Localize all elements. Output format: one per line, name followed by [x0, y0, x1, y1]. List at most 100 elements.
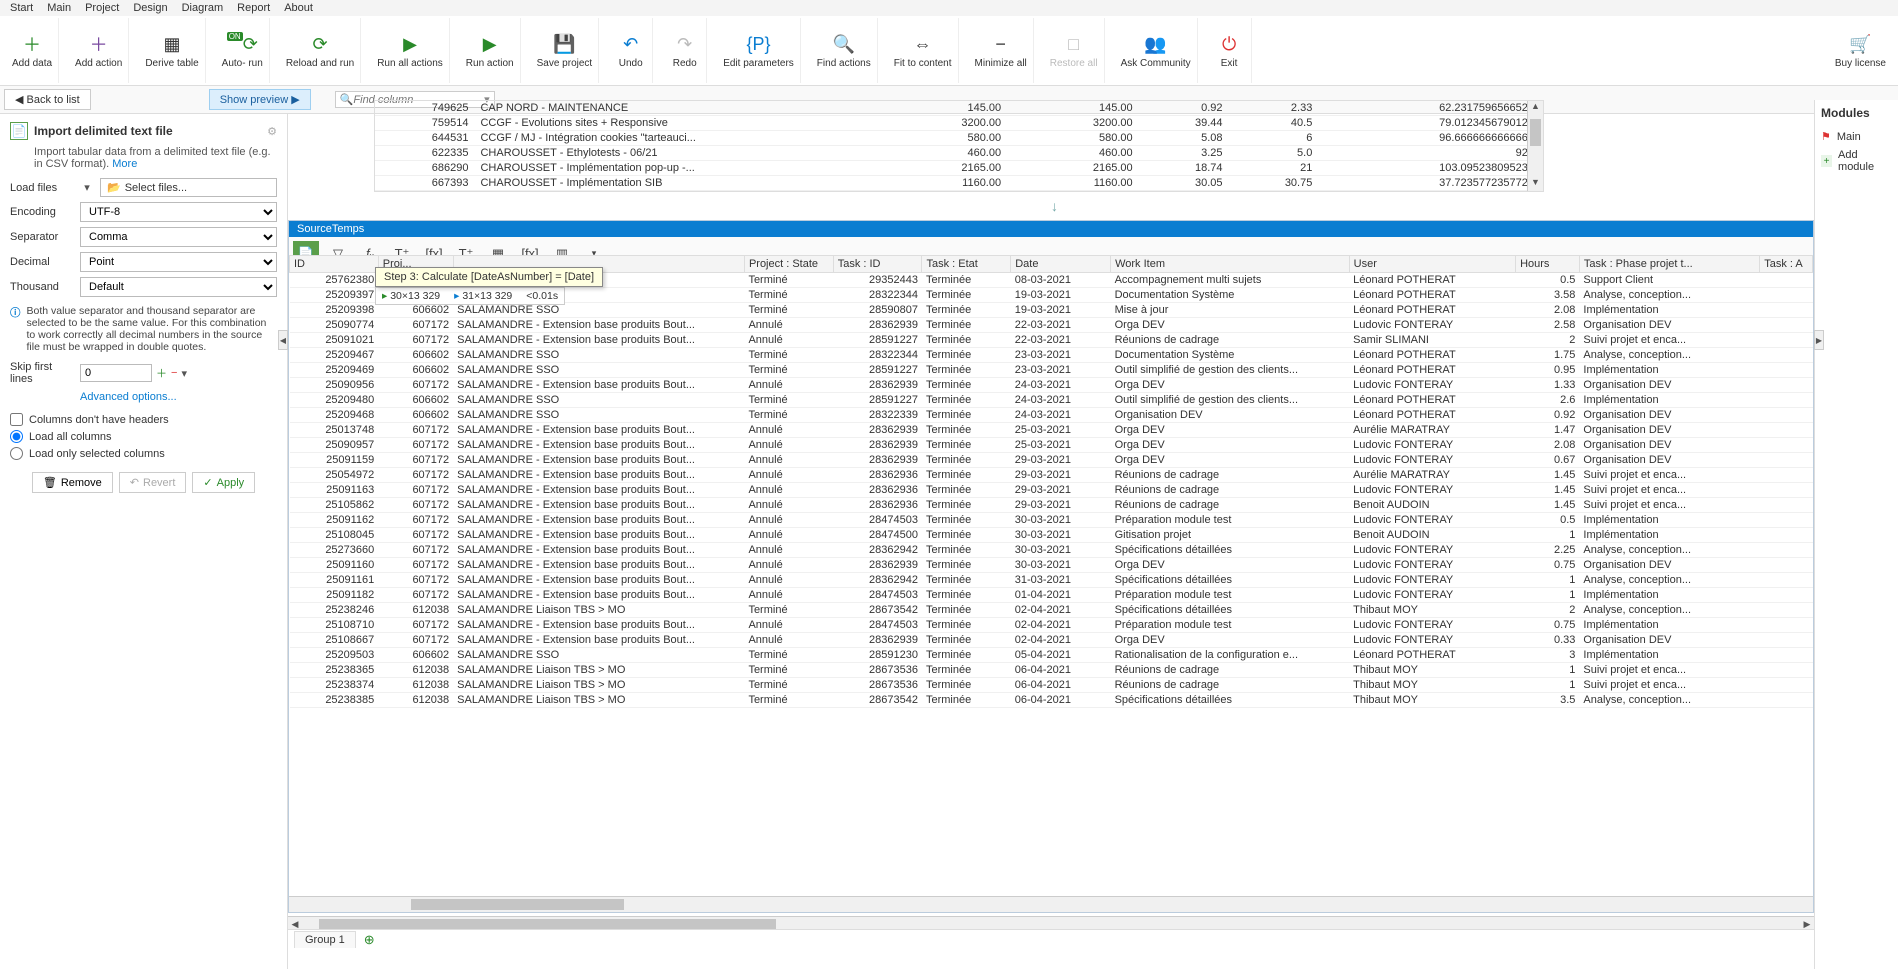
table-row[interactable]: 25091182607172SALAMANDRE - Extension bas…	[290, 588, 1813, 603]
module-main[interactable]: ⚑Main	[1821, 130, 1892, 143]
ribbon-redo[interactable]: ↷Redo	[663, 18, 707, 83]
ribbon-save-project[interactable]: 💾Save project	[531, 18, 600, 83]
select-files-button[interactable]: 📂 Select files...	[100, 178, 277, 197]
menu-design[interactable]: Design	[133, 2, 167, 14]
table-row[interactable]: 25090774607172SALAMANDRE - Extension bas…	[290, 318, 1813, 333]
table-row[interactable]: 25091161607172SALAMANDRE - Extension bas…	[290, 573, 1813, 588]
ribbon-find-actions[interactable]: 🔍Find actions	[811, 18, 878, 83]
collapse-left-icon[interactable]: ◀	[278, 330, 288, 350]
table-row[interactable]: 25273660607172SALAMANDRE - Extension bas…	[290, 543, 1813, 558]
table-row[interactable]: 25054972607172SALAMANDRE - Extension bas…	[290, 468, 1813, 483]
table-row[interactable]: 667393CHAROUSSET - Implémentation SIB116…	[375, 176, 1543, 191]
plus-icon[interactable]: ＋	[156, 365, 167, 381]
ribbon-minimize-all[interactable]: −Minimize all	[969, 18, 1034, 83]
column-header[interactable]: ID	[290, 256, 379, 273]
vertical-scrollbar[interactable]: ▲ ▼	[1527, 101, 1543, 191]
thousand-select[interactable]: Default	[80, 277, 277, 297]
column-header[interactable]: User	[1349, 256, 1515, 273]
load-selected-radio[interactable]	[10, 447, 23, 460]
skip-input[interactable]	[80, 364, 152, 382]
table-row[interactable]: 25238246612038SALAMANDRE Liaison TBS > M…	[290, 603, 1813, 618]
group-tab[interactable]: Group 1	[294, 931, 356, 948]
ribbon-run-action[interactable]: ▶Run action	[460, 18, 521, 83]
advanced-options-link[interactable]: Advanced options...	[80, 391, 277, 403]
table-row[interactable]: 25091163607172SALAMANDRE - Extension bas…	[290, 483, 1813, 498]
menu-project[interactable]: Project	[85, 2, 119, 14]
scroll-thumb[interactable]	[1530, 119, 1541, 146]
ribbon-undo[interactable]: ↶Undo	[609, 18, 653, 83]
decimal-select[interactable]: Point	[80, 252, 277, 272]
table-row[interactable]: 759514CCGF - Evolutions sites + Responsi…	[375, 116, 1543, 131]
ribbon-add-action[interactable]: ＋Add action	[69, 18, 129, 83]
apply-button[interactable]: ✓ Apply	[192, 472, 255, 493]
ribbon-run-all-actions[interactable]: ▶Run all actions	[371, 18, 450, 83]
menu-diagram[interactable]: Diagram	[182, 2, 224, 14]
no-headers-checkbox[interactable]	[10, 413, 23, 426]
chevron-down-icon[interactable]: ▾	[181, 367, 187, 380]
table-row[interactable]: 25238385612038SALAMANDRE Liaison TBS > M…	[290, 693, 1813, 708]
menu-main[interactable]: Main	[47, 2, 71, 14]
table-row[interactable]: 25108710607172SALAMANDRE - Extension bas…	[290, 618, 1813, 633]
scroll-thumb[interactable]	[319, 919, 777, 929]
add-group-icon[interactable]: ⊕	[360, 932, 379, 948]
column-header[interactable]: Task : Phase projet t...	[1579, 256, 1759, 273]
table-row[interactable]: 25238374612038SALAMANDRE Liaison TBS > M…	[290, 678, 1813, 693]
table-row[interactable]: 25091159607172SALAMANDRE - Extension bas…	[290, 453, 1813, 468]
collapse-right-icon[interactable]: ▶	[1814, 330, 1824, 350]
column-header[interactable]: Hours	[1516, 256, 1580, 273]
separator-select[interactable]: Comma	[80, 227, 277, 247]
table-row[interactable]: 25209480606602SALAMANDRE SSOTerminé28591…	[290, 393, 1813, 408]
ribbon-buy-license[interactable]: 🛒Buy license	[1829, 18, 1892, 83]
scroll-down-icon[interactable]: ▼	[1528, 177, 1543, 191]
table-row[interactable]: 25091162607172SALAMANDRE - Extension bas…	[290, 513, 1813, 528]
table-row[interactable]: 25108667607172SALAMANDRE - Extension bas…	[290, 633, 1813, 648]
ribbon-exit[interactable]: ⏻Exit	[1208, 18, 1252, 83]
column-header[interactable]: Date	[1011, 256, 1111, 273]
grid-scroll[interactable]: IDProj...Project : StateTask : IDTask : …	[289, 255, 1813, 896]
table-row[interactable]: 622335CHAROUSSET - Ethylotests - 06/2146…	[375, 146, 1543, 161]
ribbon-derive-table[interactable]: ▦Derive table	[139, 18, 205, 83]
remove-button[interactable]: 🗑 Remove	[32, 472, 113, 493]
horizontal-scrollbar[interactable]	[289, 896, 1813, 912]
table-row[interactable]: 644531CCGF / MJ - Intégration cookies "t…	[375, 131, 1543, 146]
add-module-button[interactable]: +Add module	[1821, 149, 1892, 173]
back-button[interactable]: ◀ Back to list	[4, 89, 91, 110]
ribbon-ask-community[interactable]: 👥Ask Community	[1115, 18, 1198, 83]
ribbon-edit-parameters[interactable]: {P}Edit parameters	[717, 18, 801, 83]
ribbon-add-data[interactable]: ＋Add data	[6, 18, 59, 83]
ribbon-reload-and-run[interactable]: ⟳Reload and run	[280, 18, 361, 83]
more-link[interactable]: More	[112, 158, 137, 170]
table-row[interactable]: 25105862607172SALAMANDRE - Extension bas…	[290, 498, 1813, 513]
menu-report[interactable]: Report	[237, 2, 270, 14]
table-row[interactable]: 25090957607172SALAMANDRE - Extension bas…	[290, 438, 1813, 453]
menu-about[interactable]: About	[284, 2, 313, 14]
table-row[interactable]: 25013748607172SALAMANDRE - Extension bas…	[290, 423, 1813, 438]
table-row[interactable]: 25091160607172SALAMANDRE - Extension bas…	[290, 558, 1813, 573]
table-row[interactable]: 25091021607172SALAMANDRE - Extension bas…	[290, 333, 1813, 348]
column-header[interactable]: Task : A	[1760, 256, 1813, 273]
table-row[interactable]: 25108045607172SALAMANDRE - Extension bas…	[290, 528, 1813, 543]
table-row[interactable]: 25090956607172SALAMANDRE - Extension bas…	[290, 378, 1813, 393]
table-row[interactable]: 25238365612038SALAMANDRE Liaison TBS > M…	[290, 663, 1813, 678]
table-row[interactable]: 25209503606602SALAMANDRE SSOTerminé28591…	[290, 648, 1813, 663]
scroll-up-icon[interactable]: ▲	[1528, 101, 1543, 115]
scroll-thumb[interactable]	[411, 899, 624, 910]
table-row[interactable]: 686290CHAROUSSET - Implémentation pop-up…	[375, 161, 1543, 176]
load-all-radio[interactable]	[10, 430, 23, 443]
minus-icon[interactable]: −	[171, 367, 177, 379]
gear-icon[interactable]: ⚙	[267, 125, 277, 138]
encoding-select[interactable]: UTF-8	[80, 202, 277, 222]
table-row[interactable]: 25209469606602SALAMANDRE SSOTerminé28591…	[290, 363, 1813, 378]
ribbon-auto-run[interactable]: ON⟳Auto- run	[216, 18, 270, 83]
chevron-down-icon[interactable]: ▾	[80, 181, 94, 194]
column-header[interactable]: Task : ID	[833, 256, 922, 273]
table-row[interactable]: 25209467606602SALAMANDRE SSOTerminé28322…	[290, 348, 1813, 363]
revert-button[interactable]: ↶ Revert	[119, 472, 187, 493]
column-header[interactable]: Task : Etat	[922, 256, 1011, 273]
column-header[interactable]: Project : State	[744, 256, 833, 273]
ribbon-fit-to-content[interactable]: ⇔Fit to content	[888, 18, 959, 83]
table-row[interactable]: 25209468606602SALAMANDRE SSOTerminé28322…	[290, 408, 1813, 423]
table-row[interactable]: 749625CAP NORD - MAINTENANCE145.00145.00…	[375, 101, 1543, 116]
menu-start[interactable]: Start	[10, 2, 33, 14]
column-header[interactable]: Work Item	[1111, 256, 1350, 273]
